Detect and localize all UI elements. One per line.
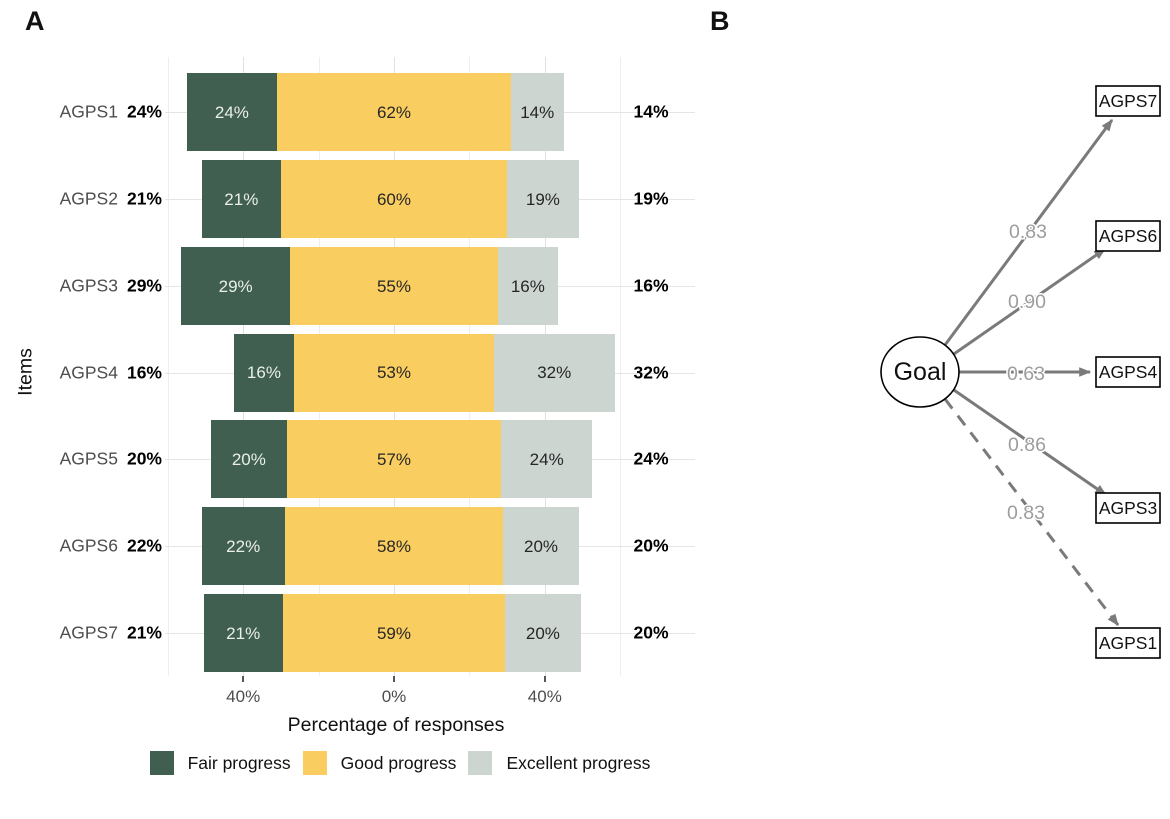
axis-tick-mark — [393, 676, 395, 682]
category-label-agps6: AGPS6 — [59, 535, 118, 556]
bar-segment-agps1-good-progress: 62% — [277, 73, 511, 151]
bar-segment-agps5-good-progress: 57% — [286, 420, 502, 498]
path-edge-agps3 — [950, 386, 1107, 497]
legend-item-excellent: Excellent progress — [468, 751, 650, 775]
bar-segment-agps2-good-progress: 60% — [280, 160, 508, 238]
bar-segment-agps5-excellent-progress: 24% — [501, 420, 592, 498]
legend-swatch-fair-progress — [149, 751, 174, 775]
bar-segment-agps2-fair-progress: 21% — [201, 160, 281, 238]
bar-segment-agps3-good-progress: 55% — [290, 247, 498, 325]
right-total-agps1: 14% — [633, 101, 669, 122]
bar-segment-agps4-good-progress: 53% — [294, 333, 494, 412]
path-edge-agps7 — [943, 119, 1114, 346]
bar-segment-agps3-fair-progress: 29% — [180, 247, 291, 325]
left-total-agps2: 21% — [126, 188, 162, 209]
bar-segment-agps7-excellent-progress: 20% — [505, 594, 581, 672]
right-total-agps6: 20% — [633, 535, 669, 556]
observed-node-agps7 — [1095, 85, 1161, 117]
latent-node-label: Goal — [894, 358, 947, 386]
loading-label-agps4: 0.63 — [1007, 363, 1045, 385]
bar-segment-agps2-excellent-progress: 19% — [507, 160, 579, 238]
right-total-agps2: 19% — [633, 188, 669, 209]
row-label: AGPS7 21% — [20, 623, 162, 644]
bar-segment-agps1-excellent-progress: 14% — [510, 73, 564, 151]
latent-node-ellipse — [880, 336, 960, 408]
right-total-agps4: 32% — [633, 362, 669, 382]
left-total-agps3: 29% — [126, 275, 162, 296]
observed-node-agps3 — [1095, 492, 1161, 524]
bar-segment-agps6-good-progress: 58% — [284, 507, 504, 585]
axis-tick-label: 0% — [381, 687, 407, 706]
left-total-agps7: 21% — [126, 622, 162, 643]
observed-node-label-agps6: AGPS6 — [1099, 226, 1157, 246]
bar-segment-agps4-fair-progress: 16% — [233, 333, 295, 412]
row-label: AGPS5 20% — [20, 449, 162, 470]
row-label: AGPS6 22% — [20, 536, 162, 557]
row-label: AGPS3 29% — [20, 276, 162, 297]
gridline-vertical — [167, 57, 169, 676]
plot-area: 24% 62% 14% 14% 21% 60% 19% 19% 29% 55% 16% 16% 16% 5… — [165, 57, 695, 676]
observed-node-label-agps7: AGPS7 — [1099, 91, 1157, 111]
bar-segment-agps1-fair-progress: 24% — [186, 73, 278, 151]
x-axis-title: Percentage of responses — [287, 714, 505, 736]
loading-label-agps7: 0.83 — [1009, 221, 1047, 243]
observed-node-label-agps4: AGPS4 — [1099, 362, 1158, 382]
loading-label-agps6: 0.90 — [1008, 291, 1046, 313]
right-total-agps3: 16% — [633, 275, 669, 296]
legend-swatch-good-progress — [302, 751, 327, 775]
category-label-agps3: AGPS3 — [59, 275, 118, 296]
bar-segment-agps4-excellent-progress: 32% — [493, 333, 615, 412]
bar-segment-agps5-fair-progress: 20% — [211, 420, 287, 498]
observed-node-agps1 — [1095, 627, 1161, 659]
category-label-agps7: AGPS7 — [59, 622, 118, 643]
category-label-agps4: AGPS4 — [59, 362, 118, 382]
category-label-agps2: AGPS2 — [59, 188, 118, 209]
observed-node-agps4 — [1095, 356, 1161, 388]
category-label-agps1: AGPS1 — [59, 101, 118, 122]
axis-tick-label: 40% — [226, 687, 261, 706]
path-diagram: 0.83 0.90 0.63 0.86 0.83 Goal AGPS7 AGPS6 AGPS4 A… — [880, 85, 1161, 659]
panel-b-label: B — [710, 6, 730, 36]
legend: Fair progress Good progress Excellent pr… — [60, 751, 740, 775]
observed-node-agps6 — [1095, 220, 1161, 252]
loading-label-agps1: 0.83 — [1007, 502, 1045, 524]
left-total-agps4: 16% — [126, 362, 162, 382]
right-total-agps7: 20% — [633, 622, 669, 643]
loading-label-agps3: 0.86 — [1008, 434, 1046, 456]
left-total-agps6: 22% — [126, 535, 162, 556]
axis-tick-mark — [242, 676, 245, 682]
category-label-agps5: AGPS5 — [59, 448, 118, 469]
panel-a-label: A — [25, 6, 45, 36]
bar-segment-agps7-good-progress: 59% — [282, 594, 506, 672]
row-label: AGPS4 16% — [20, 362, 162, 383]
row-label: AGPS1 24% — [20, 102, 162, 123]
legend-item-fair: Fair progress — [149, 751, 291, 775]
legend-label-fair-progress: Fair progress — [187, 752, 291, 773]
bar-segment-agps3-excellent-progress: 16% — [497, 247, 558, 325]
bar-segment-agps6-excellent-progress: 20% — [503, 507, 579, 585]
gridline-vertical — [620, 57, 622, 676]
bar-segment-agps7-fair-progress: 21% — [203, 594, 283, 672]
axis-tick-mark — [543, 676, 546, 682]
row-label: AGPS2 21% — [20, 189, 162, 210]
legend-label-excellent-progress: Excellent progress — [506, 752, 651, 773]
path-edge-agps6 — [950, 247, 1106, 358]
path-edge-agps1 — [943, 398, 1120, 626]
observed-node-label-agps1: AGPS1 — [1099, 633, 1157, 653]
legend-item-good: Good progress — [302, 751, 457, 775]
left-total-agps5: 20% — [126, 448, 162, 469]
legend-label-good-progress: Good progress — [340, 752, 457, 773]
observed-node-label-agps3: AGPS3 — [1099, 498, 1157, 518]
right-total-agps5: 24% — [633, 448, 669, 469]
bar-segment-agps6-fair-progress: 22% — [201, 507, 285, 585]
left-total-agps1: 24% — [126, 101, 162, 122]
axis-tick-label: 40% — [527, 687, 562, 706]
legend-swatch-excellent-progress — [468, 751, 493, 775]
